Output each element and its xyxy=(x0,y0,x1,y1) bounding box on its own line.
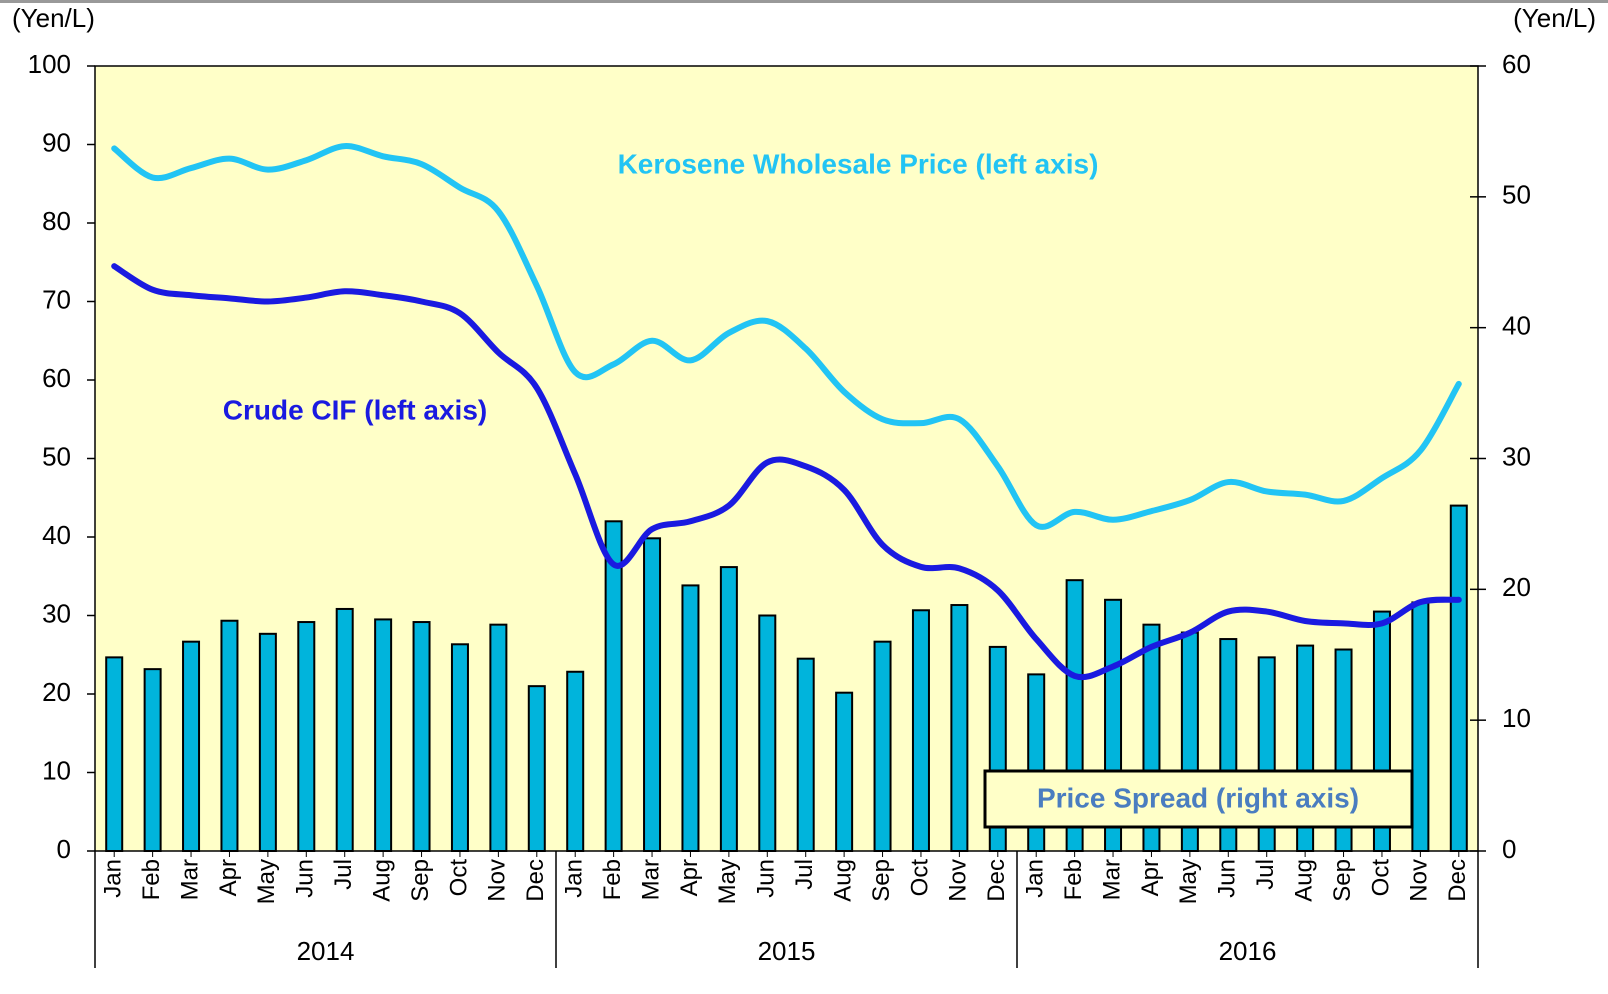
bar xyxy=(873,640,892,853)
x-tick-label: Mar xyxy=(1098,859,1125,900)
x-tick-label: Feb xyxy=(1060,859,1087,900)
series-label: Price Spread (right axis) xyxy=(1037,782,1359,813)
y-tick-label: 50 xyxy=(42,441,71,471)
group-label: 2014 xyxy=(297,936,355,966)
bar xyxy=(719,566,738,852)
x-tick-label: Nov xyxy=(1406,859,1433,902)
y2-tick-label: 20 xyxy=(1502,572,1531,602)
x-tick-label: Sep xyxy=(1329,859,1356,902)
y-axis-label: (Yen/L) xyxy=(12,3,95,33)
x-tick-label: Apr xyxy=(676,859,703,896)
bar xyxy=(450,643,469,852)
x-tick-label: Sep xyxy=(868,859,895,902)
x-tick-label: Jun xyxy=(292,859,319,898)
legend-box xyxy=(983,769,1414,829)
bar xyxy=(835,691,854,852)
y-tick-label: 0 xyxy=(57,834,71,864)
x-tick-label: Feb xyxy=(138,859,165,900)
x-tick-label: Aug xyxy=(1290,859,1317,902)
y2-tick-label: 40 xyxy=(1502,311,1531,341)
bar xyxy=(335,607,354,852)
group-label: 2015 xyxy=(758,936,816,966)
x-tick-label: Feb xyxy=(599,859,626,900)
x-tick-label: Jun xyxy=(753,859,780,898)
bar xyxy=(143,668,162,852)
bar xyxy=(643,537,662,853)
bar xyxy=(1449,504,1468,852)
x-tick-label: May xyxy=(253,859,280,904)
y2-tick-label: 50 xyxy=(1502,180,1531,210)
x-tick-label: Mar xyxy=(176,859,203,900)
y2-tick-label: 0 xyxy=(1502,834,1516,864)
x-tick-label: Jul xyxy=(1252,859,1279,890)
x-tick-label: Nov xyxy=(484,859,511,902)
bar xyxy=(1411,601,1430,853)
x-tick-label: Jan xyxy=(1022,859,1049,898)
x-tick-label: Jul xyxy=(330,859,357,890)
bar xyxy=(527,685,546,853)
series-label: Crude CIF (left axis) xyxy=(223,394,487,425)
x-tick-label: Aug xyxy=(829,859,856,902)
y-tick-label: 100 xyxy=(28,49,71,79)
y-tick-label: 40 xyxy=(42,520,71,550)
x-tick-label: Jan xyxy=(100,859,127,898)
x-tick-label: Oct xyxy=(906,859,933,897)
bar xyxy=(374,618,393,852)
line xyxy=(111,263,1462,681)
bar xyxy=(758,614,777,852)
bar xyxy=(220,619,239,852)
bar xyxy=(796,657,815,852)
x-tick-label: Aug xyxy=(368,859,395,902)
bar xyxy=(489,623,508,852)
x-tick-label: Nov xyxy=(945,859,972,902)
y-tick-label: 10 xyxy=(42,755,71,785)
y2-axis-label: (Yen/L) xyxy=(1513,3,1596,33)
bar xyxy=(950,604,969,852)
y-tick-label: 70 xyxy=(42,284,71,314)
bar xyxy=(258,632,277,852)
x-tick-label: Jun xyxy=(1214,859,1241,898)
bar xyxy=(182,640,201,853)
x-tick-label: Jan xyxy=(561,859,588,898)
x-tick-label: May xyxy=(714,859,741,904)
y2-tick-label: 60 xyxy=(1502,49,1531,79)
x-tick-label: Apr xyxy=(215,859,242,896)
bar xyxy=(105,656,124,852)
x-tick-label: Sep xyxy=(407,859,434,902)
y-tick-label: 60 xyxy=(42,363,71,393)
x-tick-label: Jul xyxy=(791,859,818,890)
y-tick-label: 80 xyxy=(42,206,71,236)
y2-tick-label: 30 xyxy=(1502,441,1531,471)
bar xyxy=(604,520,623,852)
y2-tick-label: 10 xyxy=(1502,703,1531,733)
bar xyxy=(681,584,700,852)
bar xyxy=(911,609,930,852)
y-tick-label: 20 xyxy=(42,677,71,707)
x-tick-label: Oct xyxy=(445,859,472,897)
x-tick-label: May xyxy=(1175,859,1202,904)
line xyxy=(111,143,1462,530)
y-tick-label: 90 xyxy=(42,127,71,157)
x-tick-label: Dec xyxy=(983,859,1010,902)
x-tick-label: Apr xyxy=(1137,859,1164,896)
bar xyxy=(412,621,431,853)
x-tick-label: Oct xyxy=(1367,859,1394,897)
x-tick-label: Dec xyxy=(1444,859,1471,902)
bar xyxy=(566,670,585,853)
x-tick-label: Mar xyxy=(637,859,664,900)
x-tick-label: Dec xyxy=(522,859,549,902)
series-label: Kerosene Wholesale Price (left axis) xyxy=(618,148,1099,179)
y-tick-label: 30 xyxy=(42,598,71,628)
group-label: 2016 xyxy=(1219,936,1277,966)
bar xyxy=(297,621,316,853)
